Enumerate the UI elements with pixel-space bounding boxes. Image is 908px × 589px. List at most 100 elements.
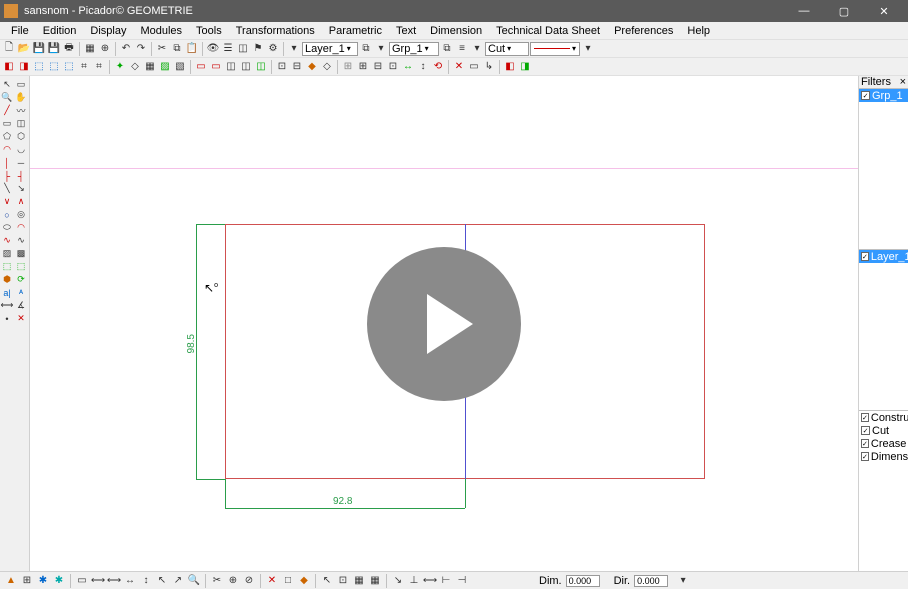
- btool-m-icon[interactable]: ✂: [210, 574, 224, 588]
- paste-icon[interactable]: 📋: [185, 42, 199, 56]
- option-item-cut[interactable]: ✓ Cut: [859, 424, 908, 437]
- tool-ac-icon[interactable]: ✕: [452, 60, 466, 74]
- tool-ae-icon[interactable]: ↳: [482, 60, 496, 74]
- tool-m-icon[interactable]: ▭: [194, 60, 208, 74]
- tool-a-icon[interactable]: ◧: [2, 60, 16, 74]
- btool-a-icon[interactable]: ▲: [4, 574, 18, 588]
- mirror-icon[interactable]: ∨: [0, 195, 14, 208]
- tool-l-icon[interactable]: ▧: [173, 60, 187, 74]
- btool-q-icon[interactable]: □: [281, 574, 295, 588]
- tool-aa-icon[interactable]: ↕: [416, 60, 430, 74]
- view-icon[interactable]: 👁: [206, 42, 220, 56]
- tool-ab-icon[interactable]: ⟲: [431, 60, 445, 74]
- canvas[interactable]: 98.5 92.8 ↖o: [30, 76, 858, 571]
- btool-t-icon[interactable]: ⊡: [336, 574, 350, 588]
- checkbox-icon[interactable]: ✓: [861, 413, 869, 422]
- trim-icon[interactable]: ╲: [0, 182, 14, 195]
- arc3-icon[interactable]: ◠: [14, 221, 28, 234]
- pointer-icon[interactable]: ↖: [0, 78, 14, 91]
- checkbox-icon[interactable]: ✓: [861, 439, 869, 448]
- tool-x-icon[interactable]: ⊟: [371, 60, 385, 74]
- dim-tool-icon[interactable]: ⟷: [0, 299, 14, 312]
- tool-j-icon[interactable]: ▦: [143, 60, 157, 74]
- tool-i-icon[interactable]: ◇: [128, 60, 142, 74]
- list-icon[interactable]: ≡: [455, 42, 469, 56]
- menu-dimension[interactable]: Dimension: [423, 25, 489, 37]
- btool-g-icon[interactable]: ⟷: [107, 574, 121, 588]
- btool-z-icon[interactable]: ⊢: [439, 574, 453, 588]
- option-item-dimension[interactable]: ✓ Dimension: [859, 450, 908, 463]
- copy-icon[interactable]: ⧉: [170, 42, 184, 56]
- cut-icon[interactable]: ✂: [155, 42, 169, 56]
- box-icon[interactable]: ◫: [236, 42, 250, 56]
- arc-icon[interactable]: ◠: [0, 143, 14, 156]
- tool-g-icon[interactable]: ⌗: [92, 60, 106, 74]
- btool-e-icon[interactable]: ▭: [75, 574, 89, 588]
- layers-icon[interactable]: ☰: [221, 42, 235, 56]
- btool-y-icon[interactable]: ⟷: [423, 574, 437, 588]
- btool-k-icon[interactable]: ↗: [171, 574, 185, 588]
- angle-icon[interactable]: ∡: [14, 299, 28, 312]
- hline-icon[interactable]: ─: [14, 156, 28, 169]
- checkbox-icon[interactable]: ✓: [861, 452, 869, 461]
- settings-icon[interactable]: ⚙: [266, 42, 280, 56]
- tool-q-icon[interactable]: ◫: [254, 60, 268, 74]
- tool-af-icon[interactable]: ◧: [503, 60, 517, 74]
- filter-item-grp1[interactable]: ✓ Grp_1: [859, 89, 908, 102]
- lock-icon[interactable]: ⬢: [0, 273, 14, 286]
- line-icon[interactable]: ╱: [0, 104, 14, 117]
- hand-icon[interactable]: ✋: [14, 91, 28, 104]
- close-icon[interactable]: ×: [900, 76, 906, 88]
- arc2-icon[interactable]: ◡: [14, 143, 28, 156]
- checkbox-icon[interactable]: ✓: [861, 252, 869, 261]
- menu-modules[interactable]: Modules: [133, 25, 189, 37]
- btool-s-icon[interactable]: ↖: [320, 574, 334, 588]
- dim-icon[interactable]: ├: [0, 169, 14, 182]
- catalog2-icon[interactable]: ⬚: [14, 260, 28, 273]
- shape-icon[interactable]: ⬡: [14, 130, 28, 143]
- circle2-icon[interactable]: ◎: [14, 208, 28, 221]
- btool-w-icon[interactable]: ↘: [391, 574, 405, 588]
- btool-d-icon[interactable]: ✱: [52, 574, 66, 588]
- abc-icon[interactable]: ᴬ: [14, 286, 28, 299]
- menu-file[interactable]: File: [4, 25, 36, 37]
- rect2-icon[interactable]: ◫: [14, 117, 28, 130]
- tool-t-icon[interactable]: ◆: [305, 60, 319, 74]
- close-button[interactable]: ✕: [864, 0, 904, 22]
- menu-transformations[interactable]: Transformations: [229, 25, 322, 37]
- btool-x-icon[interactable]: ⊥: [407, 574, 421, 588]
- menu-preferences[interactable]: Preferences: [607, 25, 680, 37]
- tool-p-icon[interactable]: ◫: [239, 60, 253, 74]
- circle-icon[interactable]: ○: [0, 208, 14, 221]
- btool-n-icon[interactable]: ⊕: [226, 574, 240, 588]
- layer-clone-icon[interactable]: ⧉: [359, 42, 373, 56]
- btool-o-icon[interactable]: ⊘: [242, 574, 256, 588]
- tool-ag-icon[interactable]: ◨: [518, 60, 532, 74]
- tool-v-icon[interactable]: ⊞: [341, 60, 355, 74]
- linestyle-combo[interactable]: ▾: [530, 42, 580, 56]
- combo-arrow-icon[interactable]: ▾: [287, 42, 301, 56]
- btool-l-icon[interactable]: 🔍: [187, 574, 201, 588]
- linetype-combo[interactable]: Cut ▾: [485, 42, 529, 56]
- tool-u-icon[interactable]: ◇: [320, 60, 334, 74]
- canvas-area[interactable]: 98.5 92.8 ↖o: [30, 76, 858, 571]
- checkbox-icon[interactable]: ✓: [861, 426, 870, 435]
- grid-icon[interactable]: ▦: [83, 42, 97, 56]
- btool-u-icon[interactable]: ▦: [352, 574, 366, 588]
- maximize-button[interactable]: ▢: [824, 0, 864, 22]
- btool-b-icon[interactable]: ⊞: [20, 574, 34, 588]
- dim-input[interactable]: [566, 575, 600, 587]
- tool-s-icon[interactable]: ⊟: [290, 60, 304, 74]
- menu-tools[interactable]: Tools: [189, 25, 229, 37]
- open-icon[interactable]: 📂: [17, 42, 31, 56]
- linecolor-icon[interactable]: ▾: [581, 42, 595, 56]
- btool-r-icon[interactable]: ◆: [297, 574, 311, 588]
- group-icon[interactable]: ⟳: [14, 273, 28, 286]
- zoom-icon[interactable]: 🔍: [0, 91, 14, 104]
- flag-icon[interactable]: ⚑: [251, 42, 265, 56]
- btool-c-icon[interactable]: ✱: [36, 574, 50, 588]
- layer-item-layer1[interactable]: ✓ Layer_1: [859, 250, 908, 263]
- btool-j-icon[interactable]: ↖: [155, 574, 169, 588]
- spline-icon[interactable]: ∿: [0, 234, 14, 247]
- menu-edition[interactable]: Edition: [36, 25, 84, 37]
